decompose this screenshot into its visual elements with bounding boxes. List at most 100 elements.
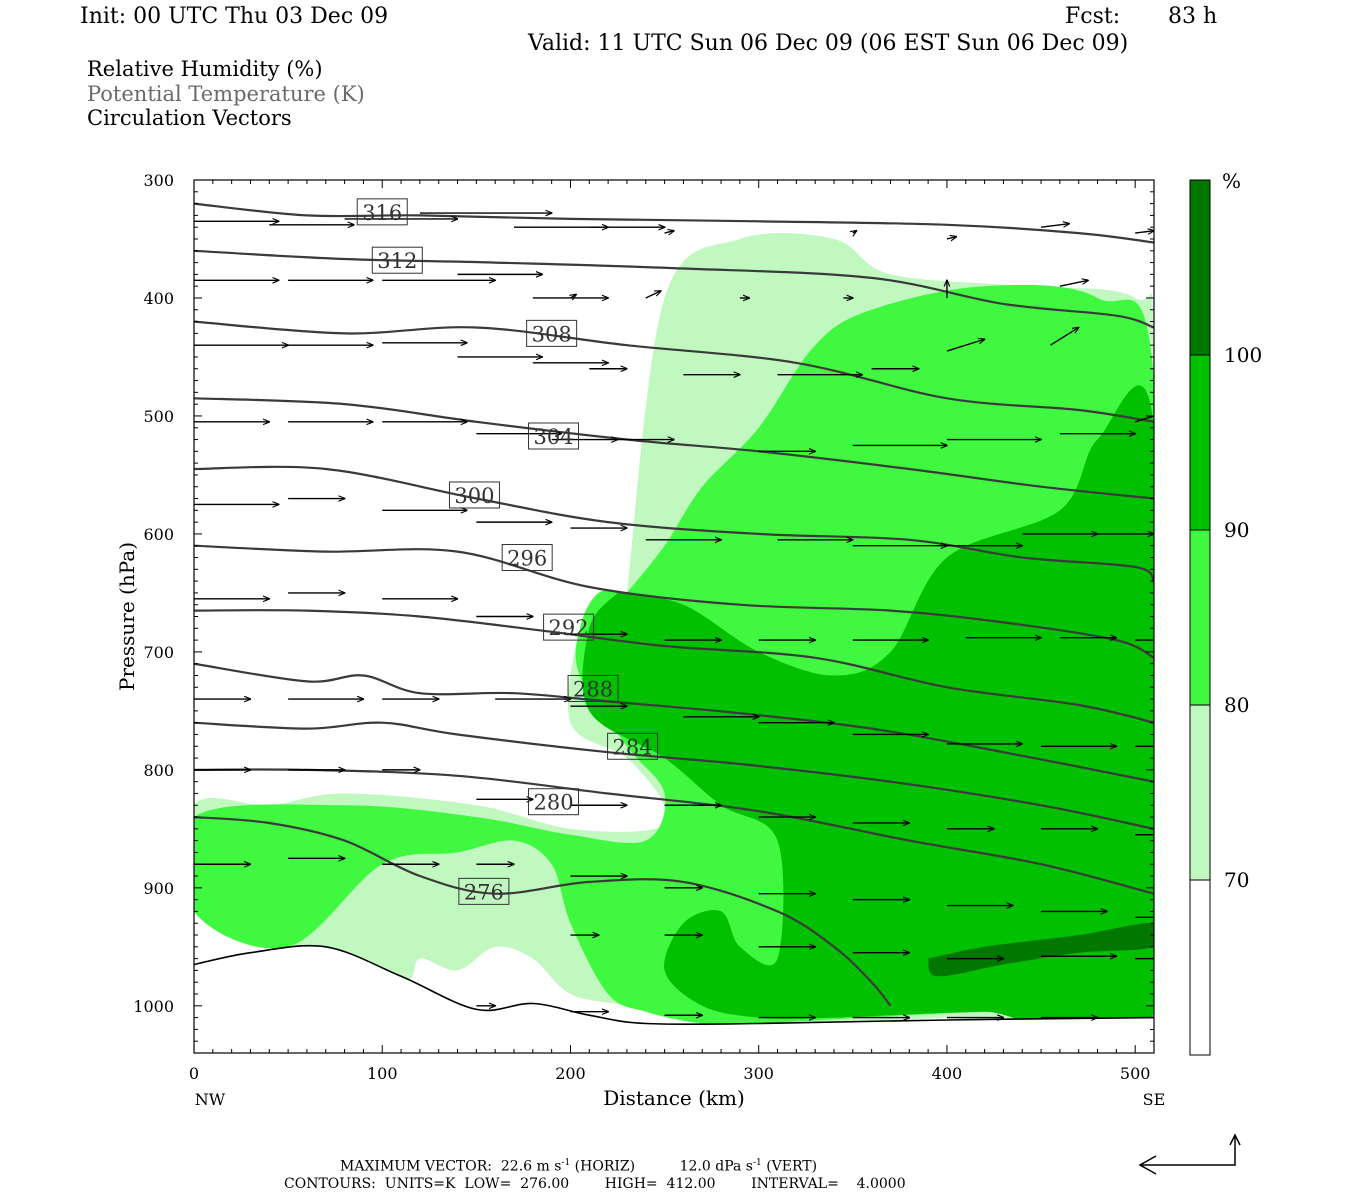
terrain-layer	[194, 944, 1154, 1053]
colorbar-band-3	[1190, 355, 1210, 530]
theta-contour-292	[194, 609, 1154, 724]
theta-label-box-280	[528, 788, 580, 816]
x-tick-label-4: 400	[932, 1064, 963, 1083]
theta-contour-304	[194, 397, 1154, 500]
colorbar-band-2	[1190, 530, 1210, 705]
theta-label-box-276	[458, 877, 510, 905]
max-vector-label: MAXIMUM VECTOR:	[340, 1158, 492, 1175]
humidity-fill-layer	[194, 233, 1154, 1053]
se-label: SE	[1143, 1090, 1166, 1109]
x-tick-label-0: 0	[189, 1064, 199, 1083]
legend-rh: Relative Humidity (%)	[87, 57, 323, 81]
theta-label-300: 300	[454, 484, 494, 508]
colorbar: 70 80 90 100%	[1189, 169, 1262, 1056]
theta-contour-308	[194, 320, 1154, 423]
y-tick-label-7: 1000	[133, 997, 174, 1016]
theta-label-316: 316	[362, 201, 402, 225]
circulation-vector-32	[1050, 327, 1078, 346]
x-axis-label: Distance (km)	[603, 1086, 745, 1110]
colorbar-level-100: 100	[1224, 343, 1262, 367]
theta-label-296: 296	[507, 547, 547, 571]
init-time: Init: 00 UTC Thu 03 Dec 09	[80, 4, 389, 29]
vert-exp: -1	[752, 1158, 762, 1168]
colorbar-band-0	[1190, 880, 1210, 1055]
legend-theta: Potential Temperature (K)	[87, 82, 365, 106]
theta-label-box-308	[526, 319, 578, 347]
vert-value: 12.0 dPa s	[679, 1158, 753, 1175]
circulation-vector-31	[946, 339, 985, 352]
colorbar-frame	[1189, 179, 1211, 1056]
x-tick-label-2: 200	[555, 1064, 586, 1083]
theta-label-box-292	[543, 613, 595, 641]
y-tick-label-2: 500	[143, 407, 174, 426]
forecast-hours: 83 h	[1168, 4, 1218, 29]
theta-contour-316	[194, 202, 1154, 244]
theta-label-276: 276	[464, 880, 504, 904]
horiz-value: 22.6 m s	[500, 1158, 562, 1175]
rh-region-100-3	[928, 922, 1154, 977]
y-tick-label-6: 900	[143, 879, 174, 898]
theta-contour-296	[194, 544, 1154, 659]
y-axis-label: Pressure (hPa)	[115, 542, 139, 691]
circulation-vector-21	[1059, 280, 1088, 287]
contour-label-layer: 316 312 308 304 300 296 292 288 284 280 276	[356, 198, 659, 905]
horiz-tag: (HORIZ)	[574, 1158, 636, 1175]
theta-label-box-284	[607, 732, 659, 760]
theta-label-box-304	[528, 422, 580, 450]
horiz-exp: -1	[561, 1158, 571, 1168]
x-tick-label-3: 300	[743, 1064, 774, 1083]
y-tick-label-1: 400	[143, 289, 174, 308]
theta-contour-300	[194, 465, 1154, 582]
theta-label-304: 304	[533, 425, 573, 449]
x-tick-label-5: 500	[1120, 1064, 1151, 1083]
theta-label-box-288	[567, 674, 619, 702]
valid-time: Valid: 11 UTC Sun 06 Dec 09 (06 EST Sun …	[528, 31, 1129, 56]
colorbar-level-80: 80	[1224, 693, 1249, 717]
y-tick-label-3: 600	[143, 525, 174, 544]
circulation-vector-8	[946, 237, 956, 239]
colorbar-unit: %	[1222, 169, 1241, 193]
theta-label-box-316	[356, 198, 408, 226]
theta-label-312: 312	[377, 249, 417, 273]
theta-contour-276	[194, 816, 892, 1007]
theta-contour-layer	[194, 202, 1154, 1007]
theta-label-280: 280	[533, 791, 573, 815]
theta-label-292: 292	[549, 616, 589, 640]
x-tick-label-1: 100	[367, 1064, 398, 1083]
circulation-vector-10	[1135, 231, 1154, 233]
forecast-label: Fcst:	[1065, 4, 1121, 29]
rh-region-90-2	[582, 385, 1154, 1053]
circulation-vector-43	[1134, 415, 1154, 423]
circulation-vector-17	[645, 291, 661, 299]
theta-label-box-312	[371, 246, 423, 274]
circulation-vector-9	[1040, 224, 1069, 228]
vert-tag: (VERT)	[766, 1158, 818, 1175]
theta-label-box-296	[501, 544, 553, 572]
y-tick-label-0: 300	[143, 171, 174, 190]
terrain-line	[194, 944, 1154, 1026]
colorbar-level-90: 90	[1224, 518, 1249, 542]
theta-label-288: 288	[573, 677, 613, 701]
circulation-vector-6	[664, 231, 674, 233]
terrain-mask	[194, 945, 1154, 1053]
circulation-vector-16	[570, 294, 576, 298]
nw-label: NW	[195, 1090, 226, 1109]
max-vector-line: MAXIMUM VECTOR: 22.6 m s-1 (HORIZ) 12.0 …	[340, 1158, 817, 1175]
theta-label-308: 308	[532, 322, 572, 346]
contours-info: CONTOURS: UNITS=K LOW= 276.00 HIGH= 412.…	[284, 1176, 906, 1192]
theta-label-box-300	[448, 481, 500, 509]
circulation-vector-7	[853, 231, 857, 233]
reference-vector-icon	[1138, 1133, 1241, 1175]
legend-vectors: Circulation Vectors	[87, 106, 292, 130]
axis-layer: 300 400 500 600 700 800 900 1000 0 100 200 300 400 50…	[115, 171, 1165, 1110]
colorbar-level-70: 70	[1224, 868, 1249, 892]
theta-contour-312	[194, 249, 1154, 329]
y-tick-label-4: 700	[143, 643, 174, 662]
vector-layer	[194, 213, 1154, 1018]
theta-label-284: 284	[613, 735, 653, 759]
colorbar-band-1	[1190, 705, 1210, 880]
y-tick-label-5: 800	[143, 761, 174, 780]
theta-contour-284	[194, 721, 1154, 830]
colorbar-band-4	[1190, 180, 1210, 355]
